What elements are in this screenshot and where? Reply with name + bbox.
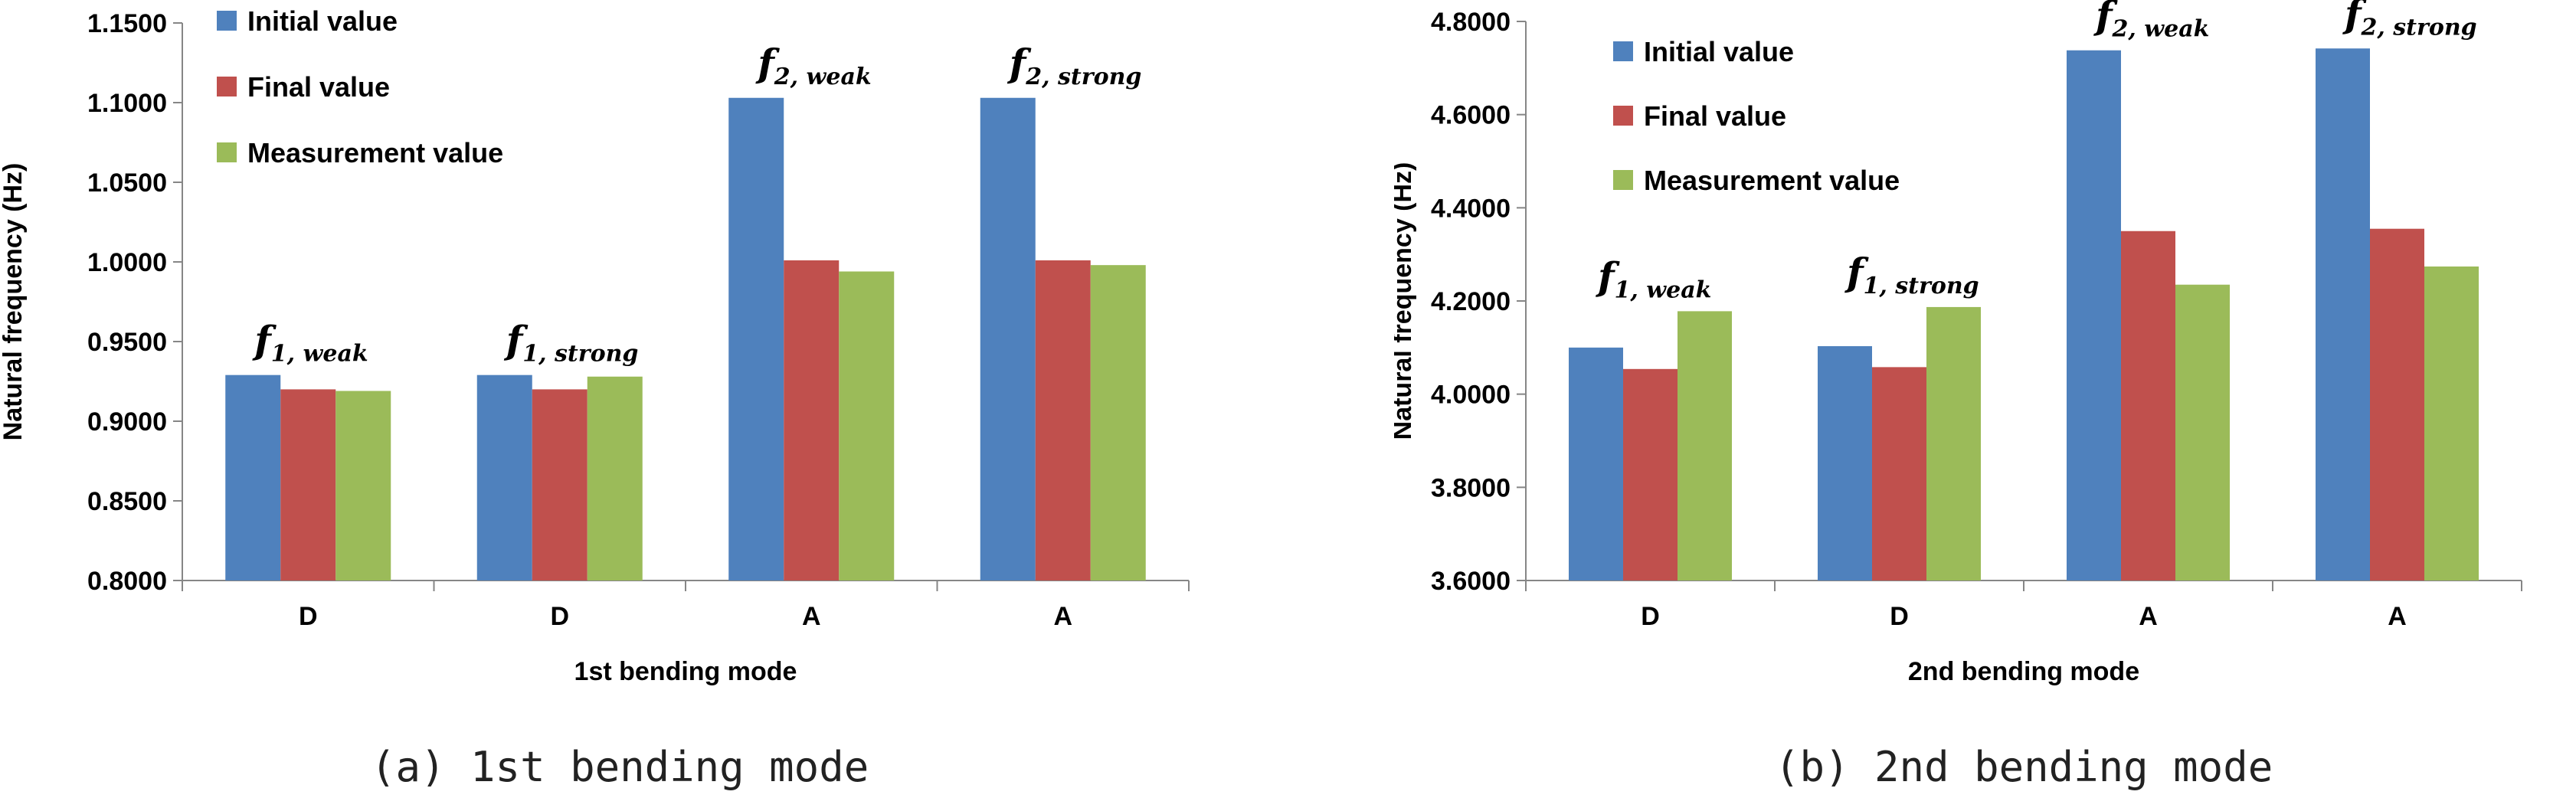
chart-2nd-bending-mode: 3.6000 3.8000 4.0000 4.2000 4.4000 4.6000 4.80… bbox=[1388, 0, 2522, 686]
y-tick-label: 3.6000 bbox=[1431, 567, 1511, 596]
bar bbox=[2067, 50, 2121, 581]
bar bbox=[2175, 284, 2230, 581]
bar bbox=[2370, 228, 2424, 581]
bar bbox=[1926, 306, 1981, 581]
y-tick-label: 4.6000 bbox=[1431, 101, 1511, 130]
x-category-label: A bbox=[2139, 602, 2158, 631]
x-category-label: D bbox=[299, 602, 318, 631]
legend-swatch bbox=[217, 11, 237, 31]
y-tick-label: 0.9000 bbox=[87, 407, 167, 437]
mode-annotation: f2, weak bbox=[755, 41, 871, 90]
bar bbox=[1872, 367, 1926, 581]
y-tick-label: 1.1000 bbox=[87, 89, 167, 118]
chart-1st-bending-mode: 0.8000 0.8500 0.9000 0.9500 1.0000 1.0500 1.10… bbox=[0, 5, 1190, 686]
bar bbox=[1623, 368, 1678, 581]
y-tick-label: 1.0500 bbox=[87, 168, 167, 198]
legend-swatch bbox=[217, 142, 237, 162]
y-tick-label: 1.1500 bbox=[87, 9, 167, 38]
legend-swatch bbox=[1613, 106, 1633, 126]
bar bbox=[980, 97, 1036, 581]
legend-label: Final value bbox=[1644, 100, 1786, 132]
legend-label: Measurement value bbox=[247, 137, 503, 168]
y-tick-label: 0.8500 bbox=[87, 487, 167, 516]
x-axis-title: 2nd bending mode bbox=[1908, 657, 2139, 686]
y-axis-title: Natural frequency (Hz) bbox=[1394, 162, 1417, 440]
bar bbox=[839, 271, 895, 581]
bar bbox=[728, 97, 784, 581]
y-tick-label: 0.9500 bbox=[87, 328, 167, 357]
bar bbox=[532, 389, 588, 581]
bar bbox=[1569, 347, 1623, 581]
x-category-label: D bbox=[550, 602, 569, 631]
y-tick-label: 3.8000 bbox=[1431, 473, 1511, 502]
bar bbox=[225, 374, 281, 581]
mode-annotation: f1, weak bbox=[1596, 253, 1711, 303]
mode-annotation: f2, strong bbox=[1007, 41, 1142, 90]
legend-swatch bbox=[217, 77, 237, 96]
bar bbox=[1678, 311, 1732, 581]
bar bbox=[1035, 260, 1091, 581]
bar bbox=[1090, 265, 1146, 581]
mode-annotation: f2, strong bbox=[2342, 0, 2477, 41]
y-tick-label: 0.8000 bbox=[87, 567, 167, 596]
bar bbox=[587, 376, 643, 581]
caption-2nd-bending-mode: (b) 2nd bending mode bbox=[1775, 743, 2273, 791]
bar bbox=[784, 260, 840, 581]
bar bbox=[2121, 231, 2175, 581]
x-category-label: A bbox=[1053, 602, 1072, 631]
mode-annotation: f1, strong bbox=[1844, 250, 1979, 299]
chart-panel-1st-bending: 0.8000 0.8500 0.9000 0.9500 1.0000 1.0500 1.10… bbox=[0, 0, 1256, 798]
x-category-label: D bbox=[1890, 602, 1909, 631]
legend-swatch bbox=[1613, 170, 1633, 190]
y-tick-label: 1.0000 bbox=[87, 248, 167, 277]
y-axis-title: Natural frequency (Hz) bbox=[0, 163, 28, 441]
bar bbox=[2316, 48, 2370, 581]
y-tick-label: 4.2000 bbox=[1431, 287, 1511, 316]
legend-label: Measurement value bbox=[1644, 165, 1900, 196]
mode-annotation: f1, strong bbox=[504, 318, 639, 368]
x-axis-title: 1st bending mode bbox=[574, 657, 797, 686]
y-tick-label: 4.0000 bbox=[1431, 381, 1511, 410]
caption-1st-bending-mode: (a) 1st bending mode bbox=[371, 743, 869, 791]
y-tick-label: 4.8000 bbox=[1431, 8, 1511, 37]
legend-label: Initial value bbox=[247, 5, 398, 37]
bar bbox=[476, 374, 532, 581]
legend-label: Final value bbox=[247, 71, 390, 103]
x-category-label: A bbox=[802, 602, 821, 631]
legend-swatch bbox=[1613, 41, 1633, 61]
x-category-label: D bbox=[1641, 602, 1660, 631]
x-category-label: A bbox=[2388, 602, 2407, 631]
bar bbox=[2424, 266, 2479, 581]
bar bbox=[280, 389, 336, 581]
chart-panel-2nd-bending: 3.6000 3.8000 4.0000 4.2000 4.4000 4.6000 4.80… bbox=[1388, 0, 2576, 798]
bar bbox=[1818, 346, 1872, 581]
legend-label: Initial value bbox=[1644, 36, 1794, 67]
mode-annotation: f2, weak bbox=[2093, 0, 2209, 43]
y-tick-label: 4.4000 bbox=[1431, 194, 1511, 223]
bar bbox=[336, 391, 391, 581]
mode-annotation: f1, weak bbox=[252, 318, 368, 368]
